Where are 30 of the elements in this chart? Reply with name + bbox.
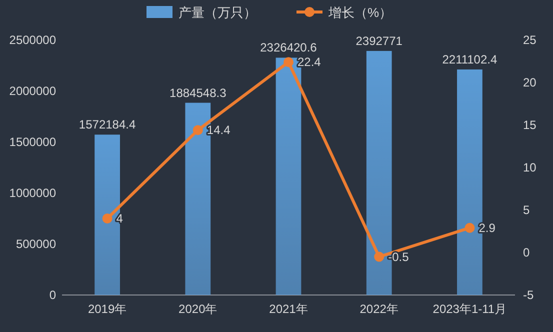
y2-tick-label: 25 xyxy=(523,33,537,47)
y2-tick-label: -5 xyxy=(523,288,534,302)
x-tick-label: 2019年 xyxy=(88,302,127,316)
point xyxy=(102,214,112,224)
legend-label: 产量（万只） xyxy=(178,5,256,20)
data-label: 2392771 xyxy=(356,34,403,48)
y2-tick-label: 10 xyxy=(523,160,537,174)
y-tick-label: 1500000 xyxy=(9,135,56,149)
point xyxy=(284,57,294,68)
data-label: 1572184.4 xyxy=(78,118,136,132)
data-label: 2326420.6 xyxy=(260,40,318,55)
x-tick-label: 2021年 xyxy=(269,302,308,316)
x-tick-label: 2022年 xyxy=(360,302,398,316)
legend-label: 增长（%） xyxy=(328,5,392,20)
point xyxy=(192,125,203,136)
y2-tick-label: 5 xyxy=(523,203,530,217)
y-tick-label: 2500000 xyxy=(9,33,56,47)
x-tick-label: 2020年 xyxy=(178,302,218,316)
y-tick-label: 500000 xyxy=(16,237,56,251)
x-tick-label: 2023年1-11月 xyxy=(432,302,507,316)
y-tick-label: 0 xyxy=(49,288,56,302)
data-label: 2211102.4 xyxy=(442,52,498,66)
data-label: 1884548.3 xyxy=(170,86,227,100)
point xyxy=(374,252,384,262)
y-tick-label: 1000000 xyxy=(9,186,56,200)
y2-tick-label: 0 xyxy=(523,246,530,260)
y-tick-label: 2000000 xyxy=(9,84,56,98)
point xyxy=(464,222,475,233)
y2-tick-label: 20 xyxy=(523,76,537,90)
y2-tick-label: 15 xyxy=(523,118,537,132)
